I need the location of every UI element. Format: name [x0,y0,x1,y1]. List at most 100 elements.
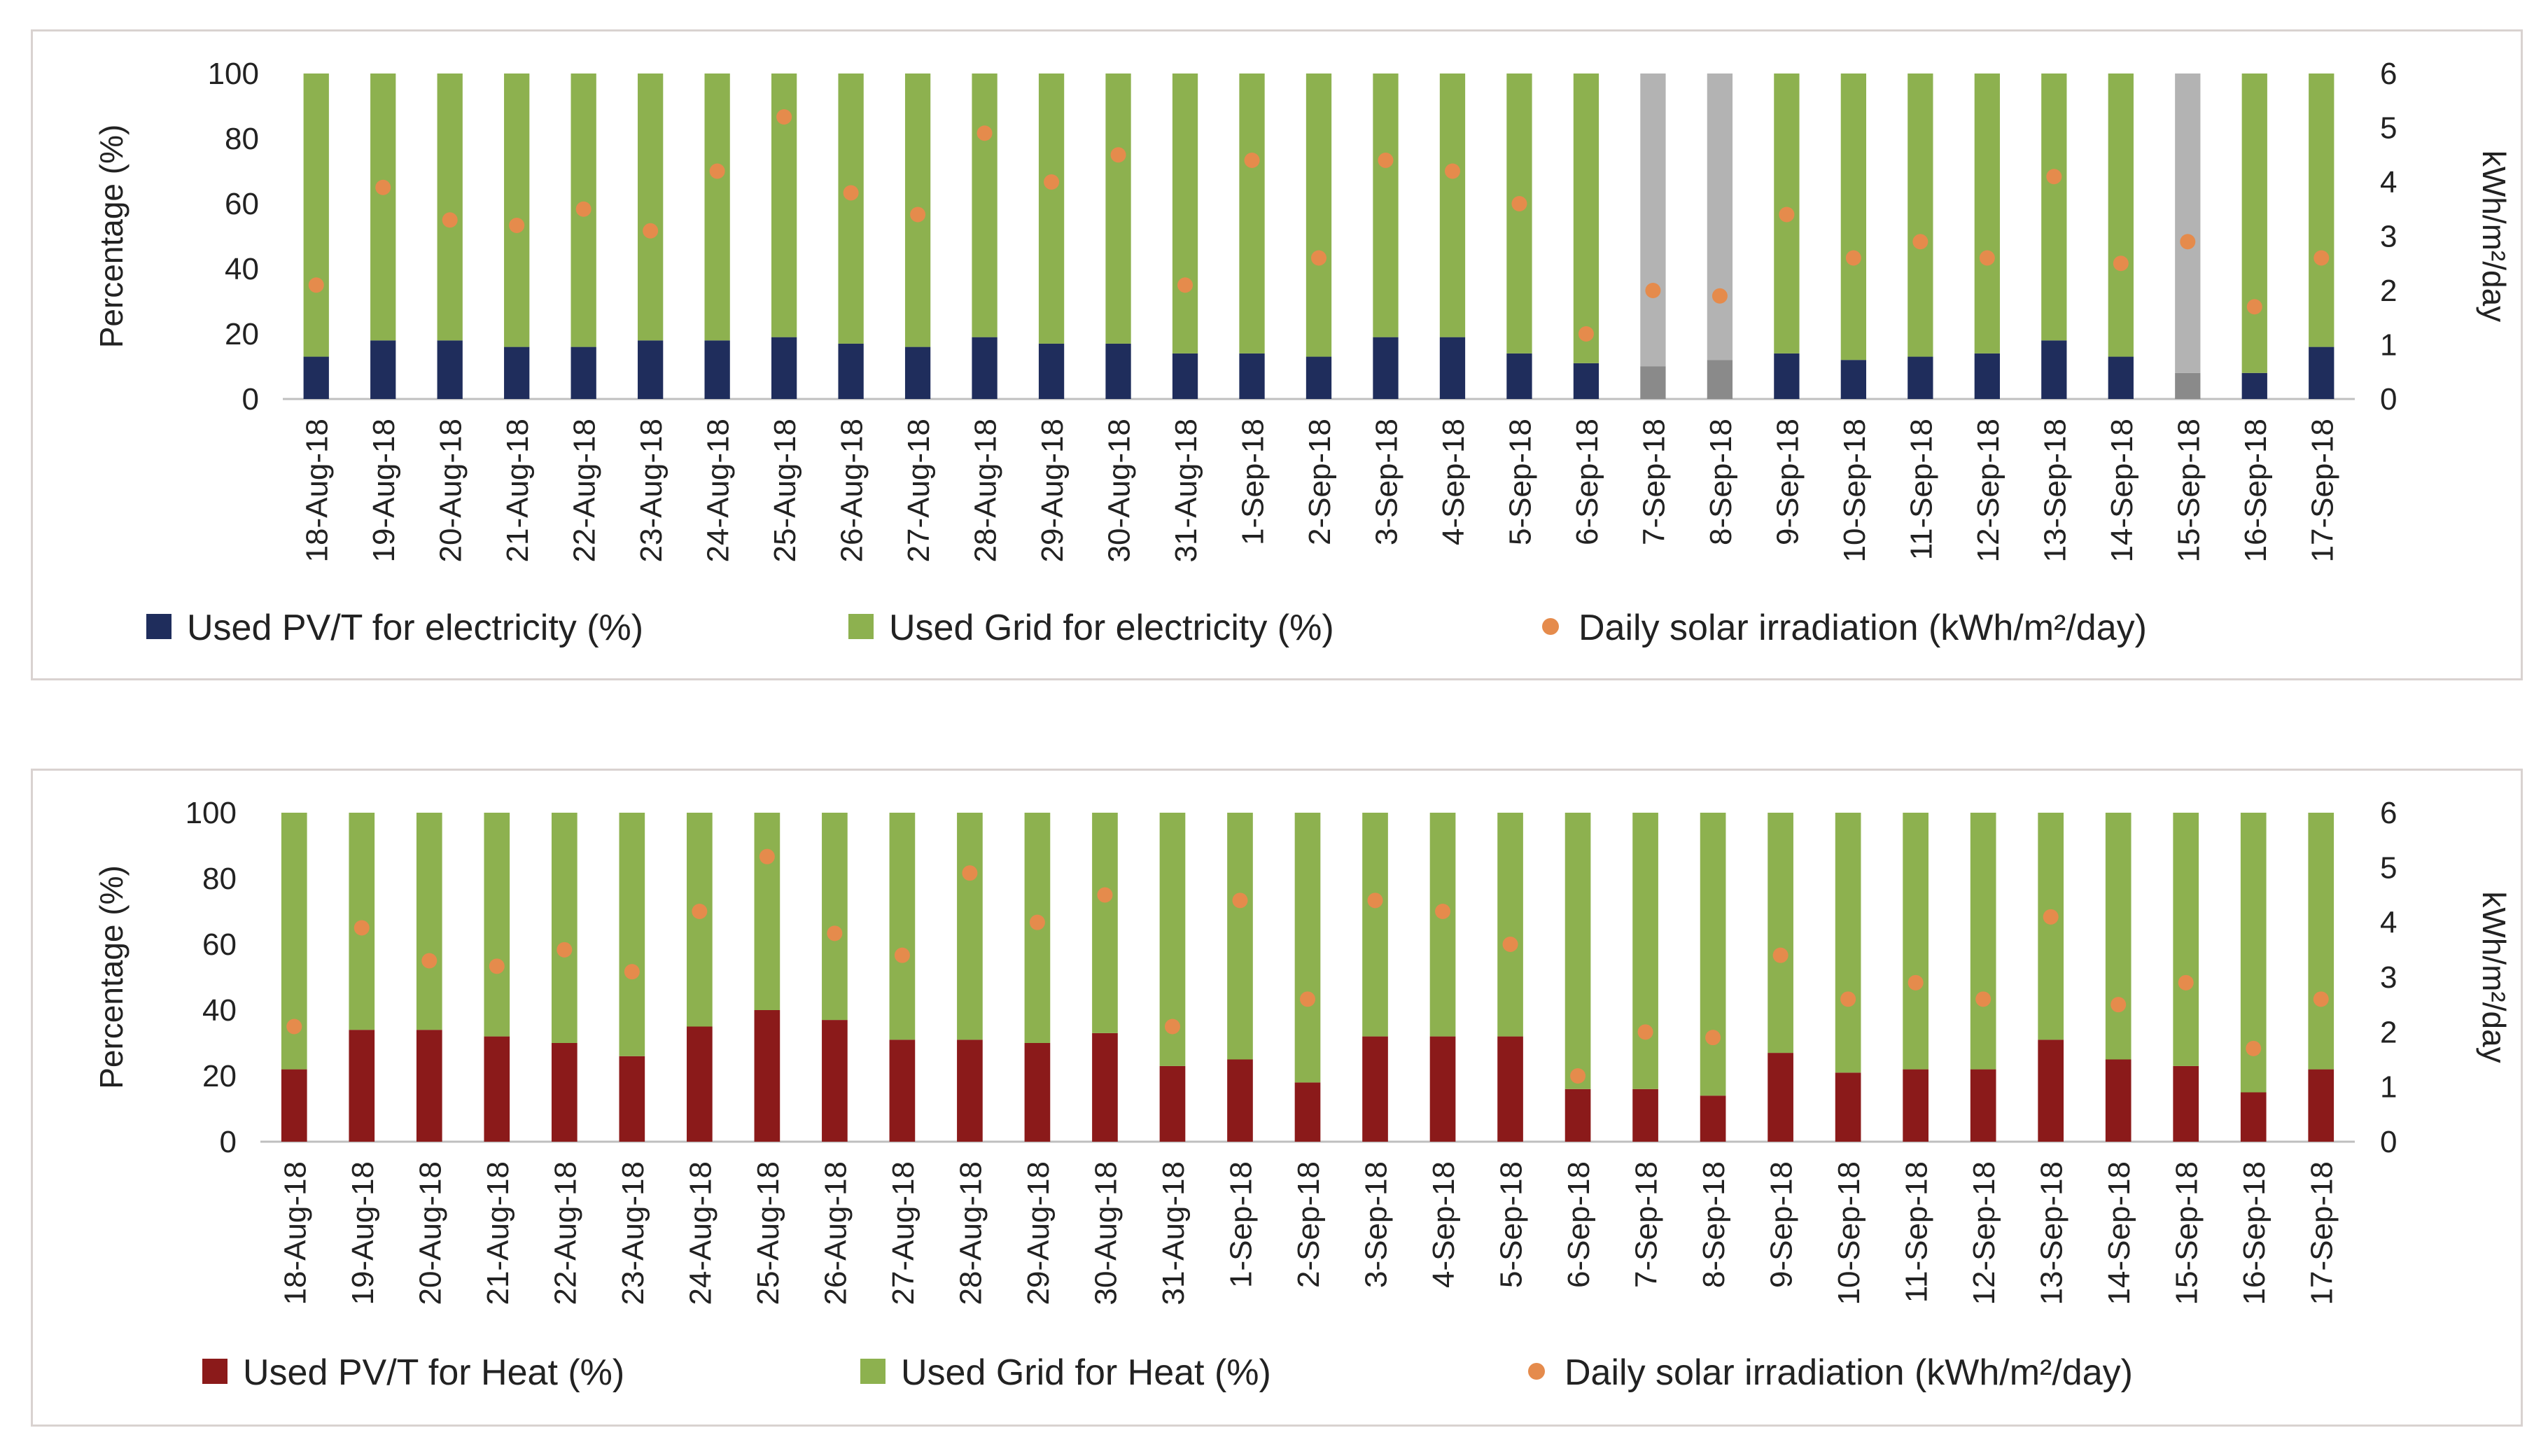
chart-2-irradiation-dot-7-Sep-18 [1637,1024,1653,1040]
chart-2-legend-label-3: Daily solar irradiation (kWh/m²/day) [1564,1352,2133,1393]
chart-2-x-tick-label: 11-Sep-18 [1900,1161,1934,1303]
chart-2-irradiation-dot-24-Aug-18 [692,904,708,919]
chart-1-x-tick-label: 31-Aug-18 [1169,419,1203,562]
chart-2-bar-bottom-8-Sep-18 [1700,1096,1726,1142]
chart-2-x-tick-label: 3-Sep-18 [1359,1161,1394,1288]
chart-2-bar-bottom-25-Aug-18 [754,1010,780,1142]
chart-2-legend-label-2: Used Grid for Heat (%) [901,1352,1271,1393]
chart-2-x-tick-label: 26-Aug-18 [818,1161,853,1305]
chart-2-legend-swatch-2 [860,1359,886,1384]
chart-2-irradiation-dot-4-Sep-18 [1435,904,1451,919]
chart-1-bar-bottom-28-Aug-18 [972,337,997,399]
chart-1-bar-top-21-Aug-18 [504,74,530,347]
chart-2-bar-bottom-4-Sep-18 [1429,1036,1456,1142]
chart-1-bar-bottom-21-Aug-18 [504,346,530,399]
chart-1-irradiation-dot-2-Sep-18 [1311,250,1326,266]
chart-1-bar-bottom-20-Aug-18 [437,340,463,399]
chart-1-legend-swatch-1 [146,614,172,639]
chart-2-y-axis-title: Percentage (%) [93,865,130,1089]
chart-2-bar-bottom-15-Sep-18 [2173,1065,2199,1142]
chart-1-x-tick-label: 22-Aug-18 [568,419,602,562]
chart-1-bar-top-17-Sep-18 [2309,74,2334,347]
chart-2-irradiation-dot-5-Sep-18 [1502,937,1518,952]
chart-1-irradiation-dot-19-Aug-18 [375,179,391,195]
chart-1-bar-top-29-Aug-18 [1038,74,1065,344]
chart-2-bar-bottom-2-Sep-18 [1294,1082,1321,1142]
chart-1-y-tick-label: 100 [208,57,259,91]
chart-2-bar-top-9-Sep-18 [1768,813,1793,1054]
chart-2-x-tick-label: 8-Sep-18 [1697,1161,1731,1288]
chart-2-irradiation-dot-31-Aug-18 [1164,1018,1180,1035]
chart-2-irradiation-dot-16-Sep-18 [2246,1040,2262,1056]
chart-2-bar-top-23-Aug-18 [619,813,645,1056]
chart-1-bar-top-12-Sep-18 [1974,74,2000,354]
chart-2-irradiation-dot-6-Sep-18 [1570,1068,1586,1084]
chart-2-bar-bottom-11-Sep-18 [1903,1069,1928,1142]
chart-2-irradiation-dot-26-Aug-18 [827,925,843,941]
chart-2-y-tick-label: 40 [202,993,237,1028]
chart-1-irradiation-dot-13-Sep-18 [2046,169,2062,185]
chart-2-bar-top-17-Sep-18 [2308,813,2334,1070]
chart-2-bar-bottom-31-Aug-18 [1159,1065,1186,1142]
chart-1-x-tick-label: 23-Aug-18 [634,419,668,562]
chart-2-irradiation-dot-28-Aug-18 [962,865,978,881]
chart-1-bar-bottom-2-Sep-18 [1306,356,1332,399]
chart-1-x-tick-label: 7-Sep-18 [1637,419,1671,545]
chart-1-x-tick-label: 9-Sep-18 [1770,419,1805,545]
chart-2-legend-swatch-3 [1528,1363,1545,1380]
chart-2-bar-top-14-Sep-18 [2105,813,2132,1060]
chart-1-bar-bottom-30-Aug-18 [1105,343,1131,399]
chart-2-irradiation-dot-18-Aug-18 [286,1018,302,1035]
chart-1-bar-bottom-5-Sep-18 [1506,353,1532,399]
chart-1-irradiation-dot-10-Sep-18 [1845,250,1861,266]
chart-1-bar-top-18-Aug-18 [303,74,329,357]
chart-1-bar-bottom-7-Sep-18 [1640,366,1666,399]
chart-2-bar-bottom-12-Sep-18 [1970,1069,1996,1142]
chart-1-x-tick-label: 8-Sep-18 [1704,419,1738,545]
chart-1-x-tick-label: 20-Aug-18 [434,419,468,562]
chart-1-x-tick-label: 5-Sep-18 [1503,419,1537,545]
chart-2-bar-bottom-20-Aug-18 [416,1030,442,1142]
chart-2-legend-swatch-1 [202,1359,227,1384]
chart-1-bar-bottom-1-Sep-18 [1239,353,1265,399]
chart-2-x-tick-label: 17-Sep-18 [2305,1161,2339,1305]
chart-2-x-tick-label: 19-Aug-18 [346,1161,380,1305]
chart-1-bar-bottom-31-Aug-18 [1172,353,1198,399]
chart-1-bar-top-2-Sep-18 [1306,74,1332,357]
chart-1-irradiation-dot-27-Aug-18 [910,206,926,223]
chart-1-bar-top-28-Aug-18 [972,74,997,337]
chart-1-bar-top-15-Sep-18 [2175,74,2201,373]
chart-2-bar-bottom-10-Sep-18 [1835,1072,1861,1142]
chart-1-x-tick-label: 18-Aug-18 [300,419,335,562]
chart-1-irradiation-dot-29-Aug-18 [1044,174,1060,190]
chart-2-irradiation-dot-30-Aug-18 [1097,887,1113,903]
chart-2-bar-top-15-Sep-18 [2173,813,2199,1066]
chart-1-x-tick-label: 16-Sep-18 [2239,419,2273,562]
chart-1-irradiation-dot-30-Aug-18 [1110,147,1126,163]
chart-2-irradiation-dot-12-Sep-18 [1975,991,1991,1007]
chart-2-irradiation-dot-10-Sep-18 [1840,991,1856,1007]
chart-1-y-tick-label: 20 [225,317,259,351]
chart-1-bar-bottom-8-Sep-18 [1707,360,1733,399]
chart-1-irradiation-dot-8-Sep-18 [1712,288,1728,304]
chart-2-irradiation-dot-2-Sep-18 [1300,991,1315,1007]
chart-1-irradiation-dot-16-Sep-18 [2246,299,2262,315]
chart-2-y-tick-label: 20 [202,1059,237,1093]
chart-1-bar-bottom-6-Sep-18 [1573,363,1600,399]
chart-1-irradiation-dot-7-Sep-18 [1645,283,1661,298]
chart-1-y-axis-title: Percentage (%) [93,125,130,349]
chart-1-bar-top-16-Sep-18 [2241,74,2267,373]
chart-2-x-tick-label: 28-Aug-18 [953,1161,988,1305]
chart-2-y2-tick-label: 3 [2380,960,2397,995]
chart-2-irradiation-dot-27-Aug-18 [894,947,910,963]
chart-1-irradiation-dot-15-Sep-18 [2180,234,2196,250]
chart-1-x-tick-label: 28-Aug-18 [969,419,1003,562]
chart-1-irradiation-dot-25-Aug-18 [776,109,792,125]
chart-1-bar-bottom-29-Aug-18 [1038,343,1065,399]
chart-2-x-tick-label: 12-Sep-18 [1967,1161,2001,1305]
chart-1-irradiation-dot-11-Sep-18 [1912,234,1928,250]
chart-1-bar-top-10-Sep-18 [1840,74,1867,360]
chart-2-irradiation-dot-8-Sep-18 [1705,1030,1721,1046]
heat-chart: 0 20 40 60 80 100 0 1 2 3 4 5 6 Percentage (%) kWh/m²/… [93,796,2512,1393]
chart-1-bar-top-23-Aug-18 [638,74,664,341]
